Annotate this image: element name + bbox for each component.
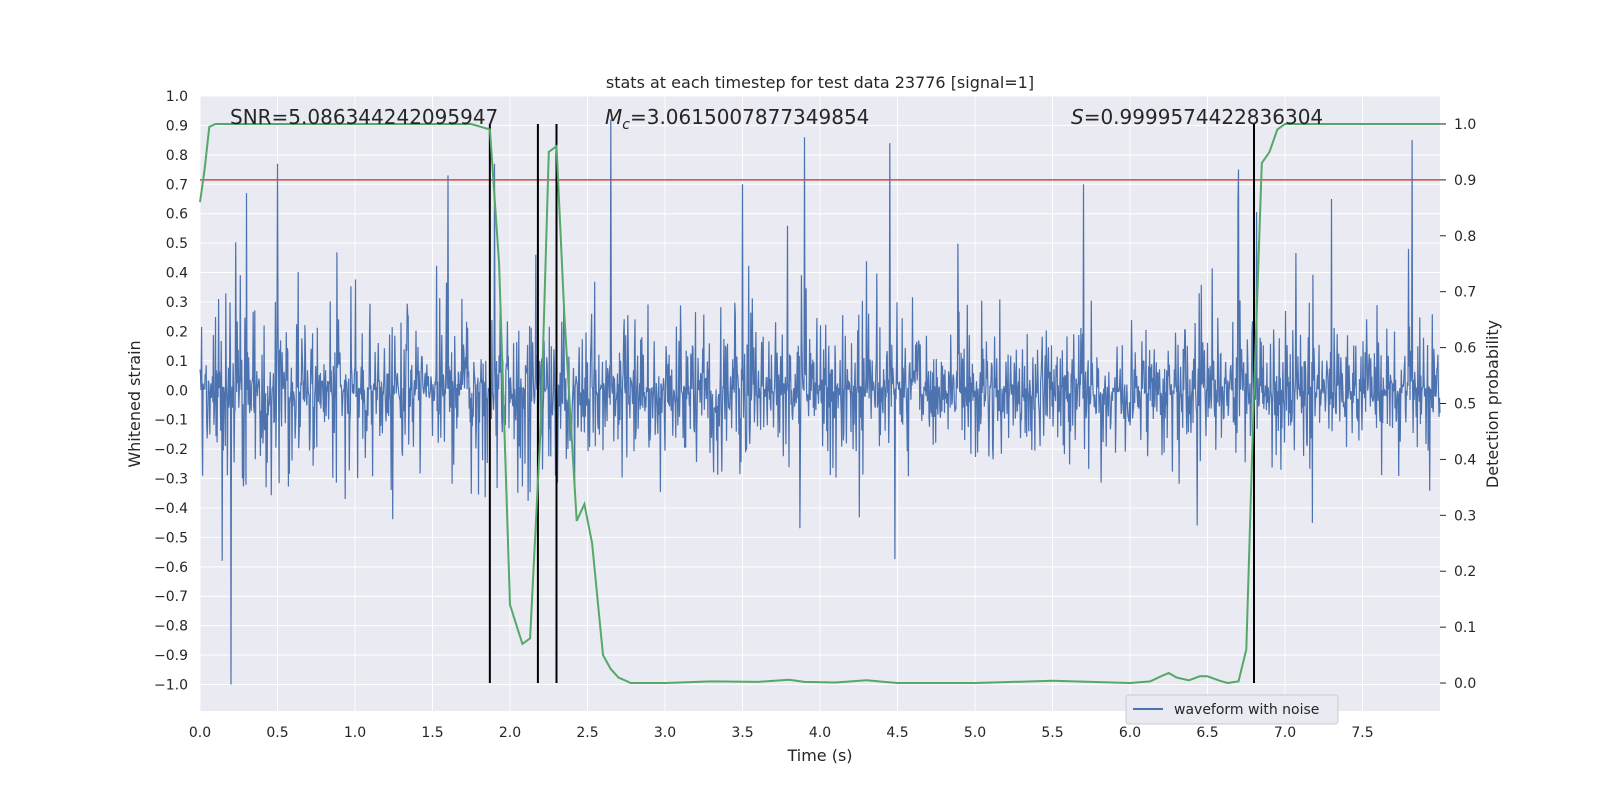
y-tick-label-left: −0.1 <box>154 413 188 429</box>
x-tick-label: 0.5 <box>266 725 288 741</box>
y-ticks-left: 1.0 0.9 0.8 0.7 0.6 0.5 0.4 0.3 0.2 0.1 0.0 −0.1 −0.… <box>154 89 188 694</box>
y-axis-label-left: Whitened strain <box>125 340 144 467</box>
snr-annotation: SNR=5.086344242095947 <box>230 105 498 129</box>
y-tick-label-left: 0.4 <box>166 266 188 282</box>
chirp-mass-symbol: M <box>605 105 622 129</box>
x-tick-label: 0.0 <box>189 725 211 741</box>
y-tick-label-right: 0.6 <box>1454 341 1476 357</box>
y-tick-label-left: −0.2 <box>154 442 188 458</box>
y-tick-label-left: −0.3 <box>154 472 188 488</box>
y-ticks-right: 1.0 0.9 0.8 0.7 0.6 0.5 0.4 0.3 0.2 0.1 0.0 <box>1440 117 1476 692</box>
y-tick-label-right: 0.2 <box>1454 564 1476 580</box>
x-tick-label: 7.0 <box>1274 725 1296 741</box>
legend-label: waveform with noise <box>1174 702 1319 718</box>
y-tick-label-left: −0.4 <box>154 501 188 517</box>
y-tick-label-right: 0.3 <box>1454 508 1476 524</box>
y-tick-label-right: 0.0 <box>1454 676 1476 692</box>
chirp-mass-subscript: c <box>622 117 630 133</box>
chart-title: stats at each timestep for test data 237… <box>606 73 1034 92</box>
x-ticks: 0.0 0.5 1.0 1.5 2.0 2.5 3.0 3.5 4.0 4.5 5.0 5.5 6.0 6… <box>189 725 1374 741</box>
legend-box <box>1125 694 1339 725</box>
x-tick-label: 5.5 <box>1041 725 1063 741</box>
x-tick-label: 3.0 <box>654 725 676 741</box>
y-tick-label-left: 0.9 <box>166 118 188 134</box>
statistic-value: =0.9999574422836304 <box>1084 105 1323 129</box>
legend: waveform with noise <box>1125 694 1339 725</box>
x-tick-label: 2.0 <box>499 725 521 741</box>
y-tick-label-left: 0.7 <box>166 177 188 193</box>
y-tick-label-left: −1.0 <box>154 678 188 694</box>
y-tick-label-left: −0.8 <box>154 619 188 635</box>
y-tick-label-right: 1.0 <box>1454 117 1476 133</box>
y-tick-label-left: −0.9 <box>154 648 188 664</box>
x-tick-label: 4.5 <box>886 725 908 741</box>
y-tick-label-left: 0.2 <box>166 324 188 340</box>
y-tick-label-left: 0.5 <box>166 236 188 252</box>
y-tick-label-left: −0.6 <box>154 560 188 576</box>
probability-series <box>199 123 1440 685</box>
x-tick-label: 3.5 <box>731 725 753 741</box>
x-tick-label: 7.5 <box>1351 725 1373 741</box>
statistic-symbol: S <box>1071 105 1084 129</box>
y-tick-label-right: 0.4 <box>1454 452 1476 468</box>
y-tick-label-right: 0.1 <box>1454 620 1476 636</box>
y-tick-label-right: 0.9 <box>1454 173 1476 189</box>
y-tick-label-left: 0.6 <box>166 207 188 223</box>
y-axis-label-right: Detection probability <box>1483 320 1502 488</box>
y-tick-label-left: −0.5 <box>154 530 188 546</box>
y-tick-label-left: 0.8 <box>166 148 188 164</box>
x-tick-label: 1.0 <box>344 725 366 741</box>
x-tick-label: 4.0 <box>809 725 831 741</box>
waveform-series <box>199 119 1441 685</box>
waveform-trace <box>199 119 1441 685</box>
y-tick-label-left: 1.0 <box>166 89 188 105</box>
y-tick-label-left: −0.7 <box>154 589 188 605</box>
y-tick-label-right: 0.7 <box>1454 285 1476 301</box>
y-tick-label-right: 0.5 <box>1454 397 1476 413</box>
statistic-annotation: S=0.9999574422836304 <box>1071 105 1323 129</box>
y-tick-label-left: 0.1 <box>166 354 188 370</box>
y-tick-label-left: 0.3 <box>166 295 188 311</box>
x-tick-label: 6.0 <box>1119 725 1141 741</box>
chirp-mass-annotation: Mc=3.0615007877349854 <box>605 105 869 133</box>
x-tick-label: 2.5 <box>576 725 598 741</box>
x-axis-label: Time (s) <box>786 746 852 765</box>
y-tick-label-left: 0.0 <box>166 383 188 399</box>
x-tick-label: 1.5 <box>421 725 443 741</box>
x-tick-label: 5.0 <box>964 725 986 741</box>
x-tick-label: 6.5 <box>1196 725 1218 741</box>
chirp-mass-value: =3.0615007877349854 <box>630 105 869 129</box>
y-tick-label-right: 0.8 <box>1454 229 1476 245</box>
